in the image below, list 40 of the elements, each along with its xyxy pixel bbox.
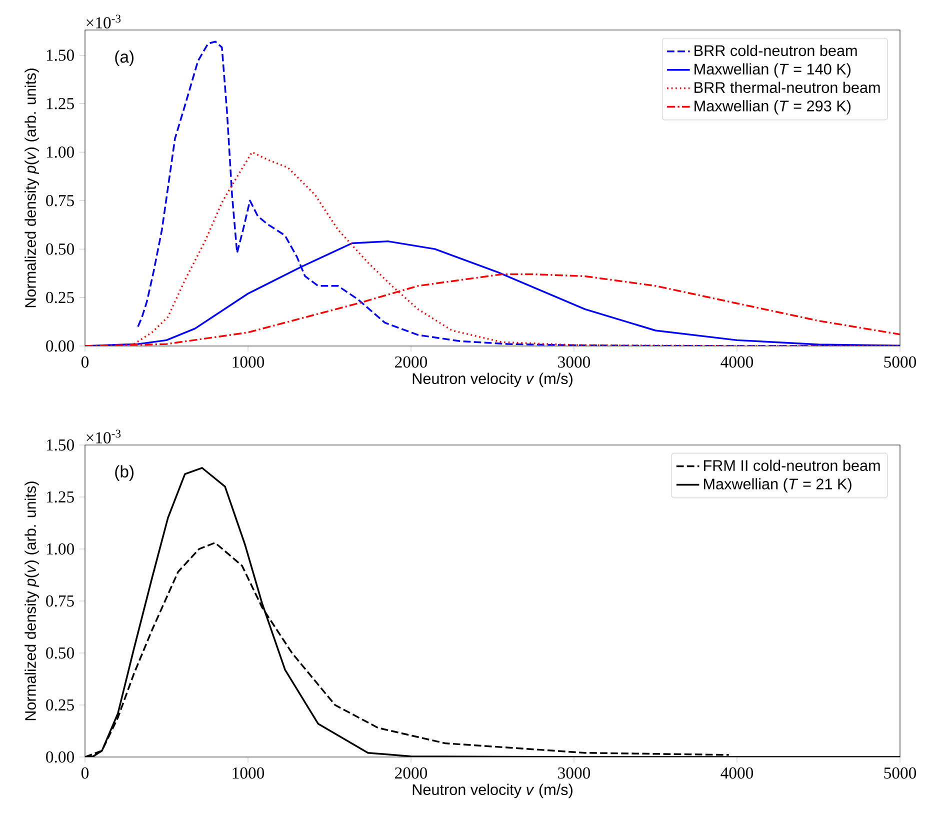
annotation: (a) xyxy=(115,50,134,66)
y-tick-label: 1.25 xyxy=(46,491,74,503)
y-tick-label: 0.75 xyxy=(46,595,74,607)
legend-label: Maxwellian (T = 140 K) xyxy=(694,63,851,78)
annotation: (b) xyxy=(115,465,134,481)
x-tick-label: 1000 xyxy=(232,356,264,368)
x-axis-title: Neutron velocity v (m/s) xyxy=(412,372,572,388)
y-tick-label: 0.25 xyxy=(46,292,74,304)
y-tick-label: 0.25 xyxy=(46,699,74,711)
y-tick-label: 1.00 xyxy=(46,543,74,555)
y-tick-label: 0.00 xyxy=(46,751,74,763)
y-tick-label: 0.75 xyxy=(46,194,74,206)
x-tick-label: 0 xyxy=(81,767,89,779)
text: ×10$^{-3}$ xyxy=(86,14,121,28)
y-tick-label: 0.50 xyxy=(46,647,74,659)
x-tick-label: 0 xyxy=(81,356,89,368)
x-tick-label: 4000 xyxy=(720,356,754,368)
y-tick-label: 1.25 xyxy=(46,98,74,110)
y-tick-label: 1.00 xyxy=(46,146,74,158)
x-tick-label: 2000 xyxy=(395,767,428,779)
x-axis-title: Neutron velocity v (m/s) xyxy=(412,784,572,798)
x-tick-label: 2000 xyxy=(395,356,428,368)
y-axis-title: Normalized density p(v) (arb. units) xyxy=(24,68,39,308)
text: ×10$^{-3}$ xyxy=(86,430,121,444)
y-tick-label: 1.50 xyxy=(46,439,74,451)
x-tick-label: 5000 xyxy=(884,767,916,779)
x-tick-label: 1000 xyxy=(232,767,264,779)
legend-label: BRR cold-neutron beam xyxy=(694,44,857,56)
y-tick-label: 0.00 xyxy=(46,340,74,352)
legend-label: FRM II cold-neutron beam xyxy=(704,460,880,471)
legend-label: Maxwellian (T = 21 K) xyxy=(704,478,852,492)
x-tick-label: 4000 xyxy=(720,767,754,779)
legend-label: BRR thermal-neutron beam xyxy=(694,82,880,93)
y-tick-label: 0.50 xyxy=(46,243,74,255)
legend-label: Maxwellian (T = 293 K) xyxy=(694,100,851,114)
y-tick-label: 1.50 xyxy=(46,50,74,61)
x-tick-label: 3000 xyxy=(558,356,590,368)
y-axis-title: Normalized density p(v) (arb. units) xyxy=(24,482,39,720)
x-tick-label: 3000 xyxy=(558,767,590,779)
x-tick-label: 5000 xyxy=(884,356,916,368)
